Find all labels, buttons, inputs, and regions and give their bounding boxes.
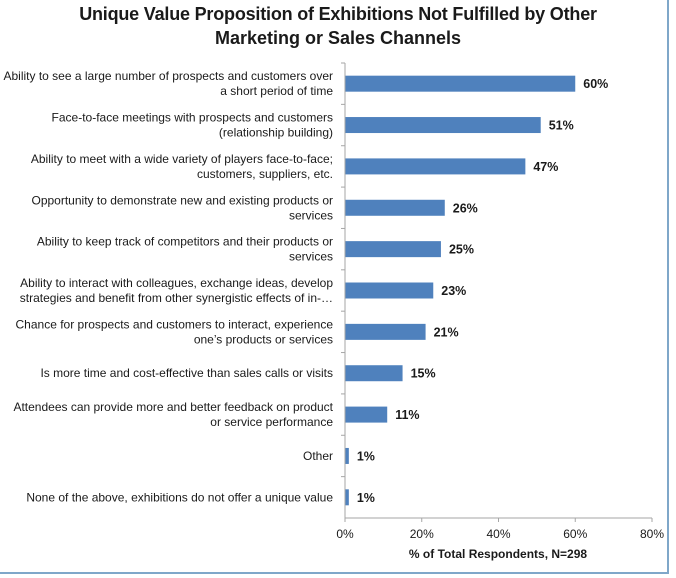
bar [345, 199, 445, 216]
category-label-line: one’s products or services [194, 332, 333, 346]
category-label-line: customers, suppliers, etc. [197, 167, 333, 181]
bar [345, 117, 541, 134]
category-label-line: Attendees can provide more and better fe… [13, 400, 333, 414]
category-label-line: services [289, 208, 333, 222]
bar-value-label: 11% [395, 408, 419, 422]
bar [345, 365, 403, 382]
category-label: Other [303, 449, 333, 463]
chart-title-line-2: Marketing or Sales Channels [214, 28, 462, 48]
bar [345, 75, 576, 92]
category-label-line: Face-to-face meetings with prospects and… [52, 111, 333, 125]
category-label-line: (relationship building) [219, 126, 333, 140]
bar-value-label: 25% [449, 243, 474, 257]
category-label-line: Opportunity to demonstrate new and exist… [32, 193, 334, 207]
bar [345, 241, 441, 258]
category-label-line: Chance for prospects and customers to in… [16, 317, 334, 331]
bar [345, 447, 349, 464]
category-label: Ability to see a large number of prospec… [4, 69, 334, 98]
x-tick-label: 60% [563, 527, 587, 541]
category-label: None of the above, exhibitions do not of… [26, 490, 333, 504]
category-label-line: Is more time and cost-effective than sal… [40, 366, 333, 380]
bar [345, 406, 388, 423]
category-label: Ability to keep track of competitors and… [37, 235, 333, 264]
category-label-line: Ability to keep track of competitors and… [37, 235, 333, 249]
bar-value-label: 47% [533, 160, 558, 174]
category-label-line: strategies and benefit from other synerg… [20, 291, 333, 305]
category-label: Face-to-face meetings with prospects and… [52, 111, 333, 140]
category-label: Ability to meet with a wide variety of p… [31, 152, 333, 181]
chart-title: Unique Value Proposition of Exhibitions … [0, 2, 676, 50]
category-label-line: None of the above, exhibitions do not of… [26, 490, 333, 504]
bar-value-label: 26% [453, 201, 478, 215]
bar [345, 489, 349, 506]
category-label: Attendees can provide more and better fe… [13, 400, 333, 429]
x-axis-title: % of Total Respondents, N=298 [409, 547, 587, 561]
axis-layer: 0% 20% 40% 60% 80% [336, 62, 664, 541]
category-label: Opportunity to demonstrate new and exist… [32, 193, 334, 222]
category-label: Is more time and cost-effective than sal… [40, 366, 333, 380]
bar-value-label: 21% [434, 325, 459, 339]
bar-value-label: 1% [357, 491, 375, 505]
bars-layer: 60% Ability to see a large number of pros… [4, 69, 608, 506]
category-label-line: or service performance [210, 415, 333, 429]
category-label: Chance for prospects and customers to in… [16, 317, 334, 346]
category-label-line: services [289, 250, 333, 264]
bar-value-label: 51% [549, 119, 574, 133]
bar-value-label: 23% [441, 284, 466, 298]
bar [345, 282, 434, 299]
category-label-line: a short period of time [220, 84, 333, 98]
bar-value-label: 1% [357, 449, 375, 463]
category-label-line: Ability to interact with colleagues, exc… [20, 276, 333, 290]
category-label-line: Other [303, 449, 333, 463]
category-label: Ability to interact with colleagues, exc… [20, 276, 334, 305]
x-tick-label: 0% [336, 527, 354, 541]
bar-value-label: 15% [411, 367, 436, 381]
bar [345, 323, 426, 340]
bar-value-label: 60% [583, 77, 608, 91]
x-tick-label: 20% [410, 527, 434, 541]
chart-title-line-1: Unique Value Proposition of Exhibitions … [79, 4, 597, 24]
x-tick-label: 40% [486, 527, 510, 541]
category-label-line: Ability to see a large number of prospec… [4, 69, 334, 83]
category-label-line: Ability to meet with a wide variety of p… [31, 152, 333, 166]
x-tick-label: 80% [640, 527, 664, 541]
bar [345, 158, 526, 175]
